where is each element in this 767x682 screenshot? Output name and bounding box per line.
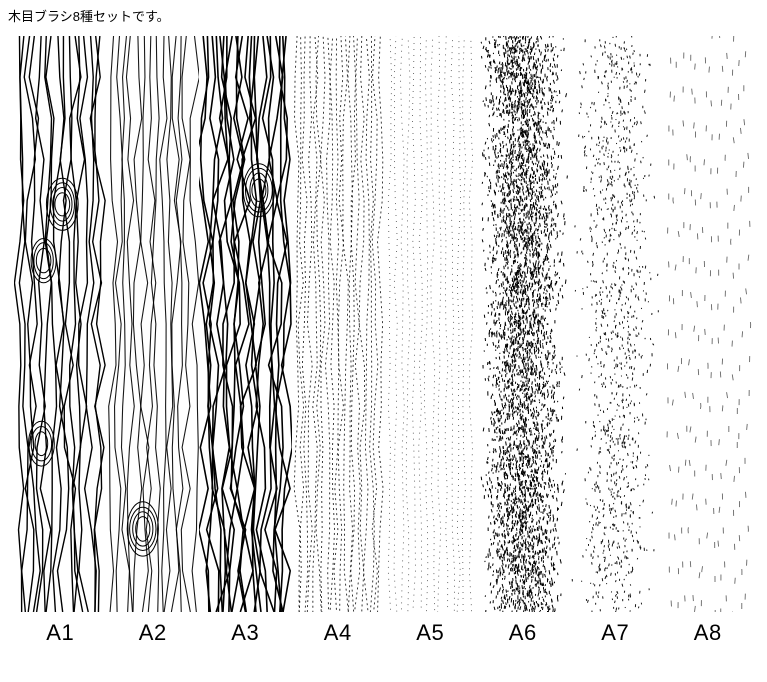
swatch-a5 <box>384 36 477 612</box>
swatch-row <box>14 36 754 612</box>
swatch-a6 <box>477 36 570 612</box>
swatch-label: A8 <box>662 620 755 646</box>
caption-text: 木目ブラシ8種セットです。 <box>8 6 170 25</box>
swatch-label: A4 <box>292 620 385 646</box>
swatch-label: A5 <box>384 620 477 646</box>
swatch-label: A7 <box>569 620 662 646</box>
label-row: A1A2A3A4A5A6A7A8 <box>14 620 754 646</box>
swatch-a4 <box>292 36 385 612</box>
page-root: 木目ブラシ8種セットです。 A1A2A3A4A5A6A7A8 <box>0 0 767 682</box>
swatch-a8 <box>662 36 755 612</box>
swatch-a2 <box>107 36 200 612</box>
swatch-label: A2 <box>107 620 200 646</box>
swatch-a1 <box>14 36 107 612</box>
swatch-a7 <box>569 36 662 612</box>
swatch-label: A3 <box>199 620 292 646</box>
swatch-label: A6 <box>477 620 570 646</box>
swatch-a3 <box>199 36 292 612</box>
swatch-label: A1 <box>14 620 107 646</box>
